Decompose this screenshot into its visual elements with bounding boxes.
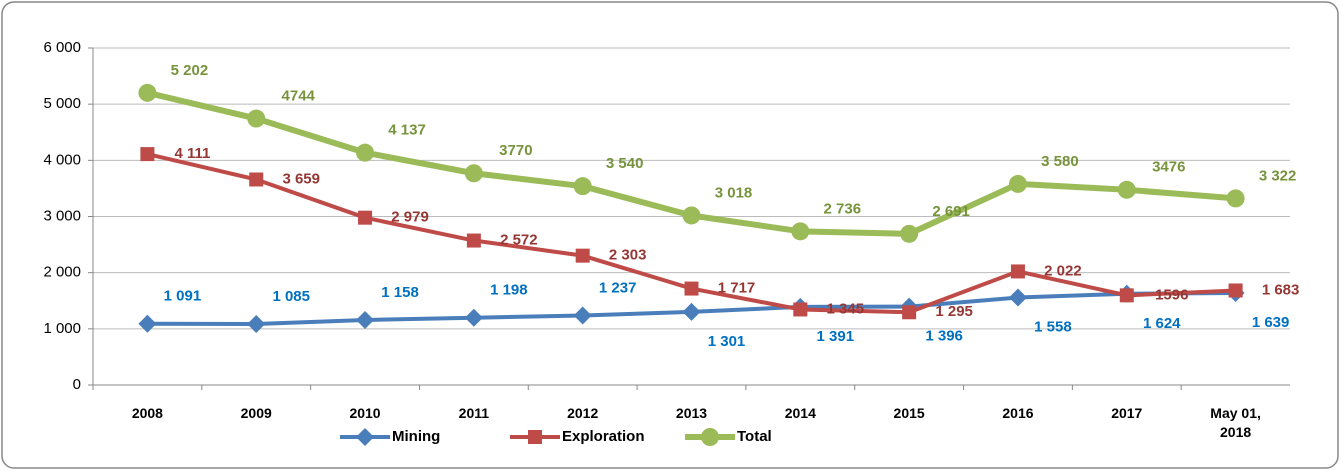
data-label: 1 085 — [272, 288, 310, 305]
y-tick-label: 5 000 — [43, 95, 81, 112]
data-point — [682, 302, 701, 321]
x-tick-label: 2011 — [458, 405, 490, 421]
data-point — [464, 164, 483, 183]
data-point — [791, 222, 810, 241]
x-tick-label: 2008 — [131, 405, 163, 421]
data-point — [793, 302, 808, 317]
data-point — [249, 172, 264, 187]
y-tick-label: 2 000 — [43, 264, 81, 281]
data-point — [138, 83, 157, 102]
data-label: 1 717 — [718, 280, 756, 297]
data-point — [682, 206, 701, 225]
data-label: 1 624 — [1143, 315, 1181, 332]
data-point — [573, 177, 592, 196]
data-label: 2 022 — [1044, 262, 1082, 279]
data-point — [684, 281, 699, 296]
data-label: 1 295 — [935, 303, 973, 320]
legend-marker — [356, 428, 374, 446]
data-point — [1010, 264, 1025, 279]
data-point — [573, 306, 592, 325]
data-point — [138, 314, 157, 333]
x-tick-label: 2013 — [675, 405, 708, 421]
x-tick-label: 2015 — [893, 405, 925, 421]
y-tick-label: 6 000 — [43, 39, 81, 56]
x-tick-label: 2014 — [784, 405, 816, 421]
data-label: 3 322 — [1259, 167, 1297, 184]
x-tick-label: May 01, 2018 — [1210, 405, 1261, 440]
legend-label: Exploration — [562, 428, 645, 445]
data-point — [902, 305, 917, 320]
data-point — [1008, 174, 1027, 193]
legend-marker — [701, 428, 719, 446]
legend-label: Total — [737, 428, 772, 445]
data-point — [900, 224, 919, 243]
data-label: 1 237 — [599, 279, 637, 296]
data-label: 1 683 — [1262, 281, 1300, 298]
data-point — [356, 310, 375, 329]
data-label: 1 158 — [381, 284, 419, 301]
data-label: 1 391 — [817, 328, 855, 345]
y-tick-label: 4 000 — [43, 151, 81, 168]
data-label: 4744 — [282, 88, 316, 105]
data-point — [575, 248, 590, 263]
data-point — [247, 109, 266, 128]
data-point — [356, 143, 375, 162]
x-tick-label: 2009 — [240, 405, 272, 421]
data-label: 4 137 — [388, 122, 426, 139]
data-label: 1 301 — [708, 333, 746, 350]
y-tick-label: 0 — [73, 376, 81, 393]
data-point — [1226, 189, 1245, 208]
data-point — [466, 233, 481, 248]
data-label: 3 018 — [715, 184, 753, 201]
legend-label: Mining — [392, 428, 440, 445]
data-label: 1 639 — [1252, 314, 1290, 331]
data-point — [247, 315, 266, 334]
data-label: 3 580 — [1041, 153, 1079, 170]
data-label: 5 202 — [171, 62, 209, 79]
data-label: 4 111 — [174, 145, 210, 162]
data-label: 3476 — [1152, 159, 1185, 176]
legend-marker — [528, 430, 542, 444]
data-label: 3 659 — [282, 170, 320, 187]
data-label: 3 540 — [606, 155, 644, 172]
data-label: 1 396 — [925, 328, 963, 345]
data-label: 2 303 — [609, 247, 647, 264]
data-label: 1 558 — [1034, 318, 1072, 335]
data-label: 2 691 — [932, 203, 970, 220]
data-point — [464, 308, 483, 327]
data-point — [1228, 283, 1243, 298]
data-label: 3770 — [499, 142, 532, 159]
x-tick-label: 2016 — [1002, 405, 1034, 421]
data-point — [1117, 180, 1136, 199]
y-tick-label: 1 000 — [43, 320, 81, 337]
data-label: 2 736 — [824, 200, 862, 217]
data-label: 2 572 — [500, 232, 538, 249]
y-tick-label: 3 000 — [43, 207, 81, 224]
x-tick-label: 2010 — [349, 405, 381, 421]
data-label: 1596 — [1155, 286, 1188, 303]
data-label: 1 091 — [164, 288, 202, 305]
data-point — [1119, 288, 1134, 303]
data-point — [358, 210, 373, 225]
x-tick-label: 2017 — [1111, 405, 1143, 421]
data-label: 1 198 — [490, 282, 528, 299]
x-tick-label: 2012 — [567, 405, 599, 421]
data-label: 1 345 — [827, 300, 865, 317]
data-point — [140, 147, 155, 162]
data-label: 2 979 — [391, 209, 429, 226]
data-point — [1008, 288, 1027, 307]
